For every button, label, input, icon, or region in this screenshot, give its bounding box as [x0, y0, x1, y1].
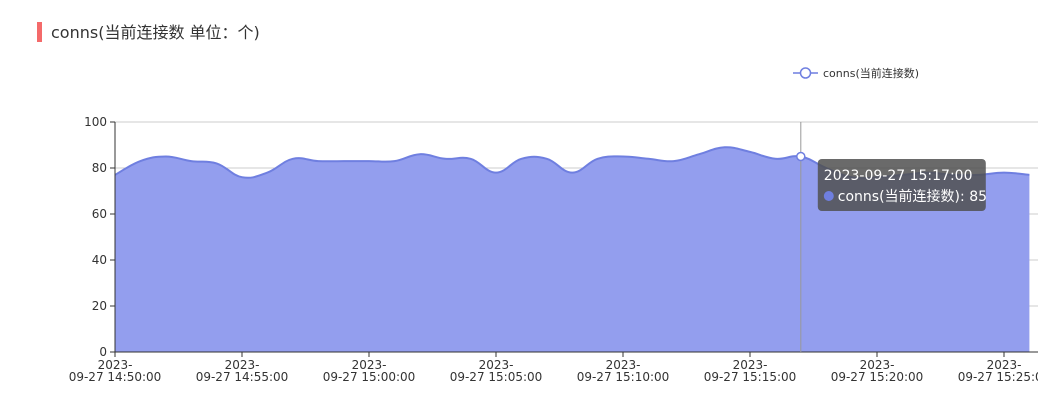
x-tick-label: 2023-09-27 15:20:00: [831, 358, 924, 384]
x-tick-label: 2023-09-27 14:50:00: [69, 358, 162, 384]
y-tick-label: 40: [92, 253, 107, 267]
tooltip-text: conns(当前连接数): 85: [838, 188, 987, 205]
x-tick-label: 2023-09-27 15:05:00: [450, 358, 543, 384]
legend-label: conns(当前连接数): [823, 66, 919, 80]
y-tick-label: 100: [84, 115, 107, 129]
x-tick-label: 2023-09-27 14:55:00: [196, 358, 289, 384]
title-marker: [37, 22, 42, 42]
x-tick-label: 2023-09-27 15:25:00: [958, 358, 1038, 384]
tooltip-dot: [823, 191, 834, 201]
x-tick-label: 2023-09-27 15:00:00: [323, 358, 416, 384]
y-tick-label: 80: [92, 161, 107, 175]
y-tick-label: 60: [92, 207, 107, 221]
y-tick-label: 0: [99, 345, 107, 359]
chart-title: conns(当前连接数 单位：个): [51, 23, 260, 42]
x-tick-label: 2023-09-27 15:15:00: [704, 358, 797, 384]
x-tick-label: 2023-09-27 15:10:00: [577, 358, 670, 384]
legend[interactable]: conns(当前连接数): [793, 66, 919, 80]
point-marker: [796, 151, 806, 162]
y-tick-label: 20: [92, 299, 107, 313]
tooltip-title: 2023-09-27 15:17:00: [824, 168, 973, 184]
tooltip-box: [817, 159, 986, 211]
legend-icon: [799, 67, 812, 79]
